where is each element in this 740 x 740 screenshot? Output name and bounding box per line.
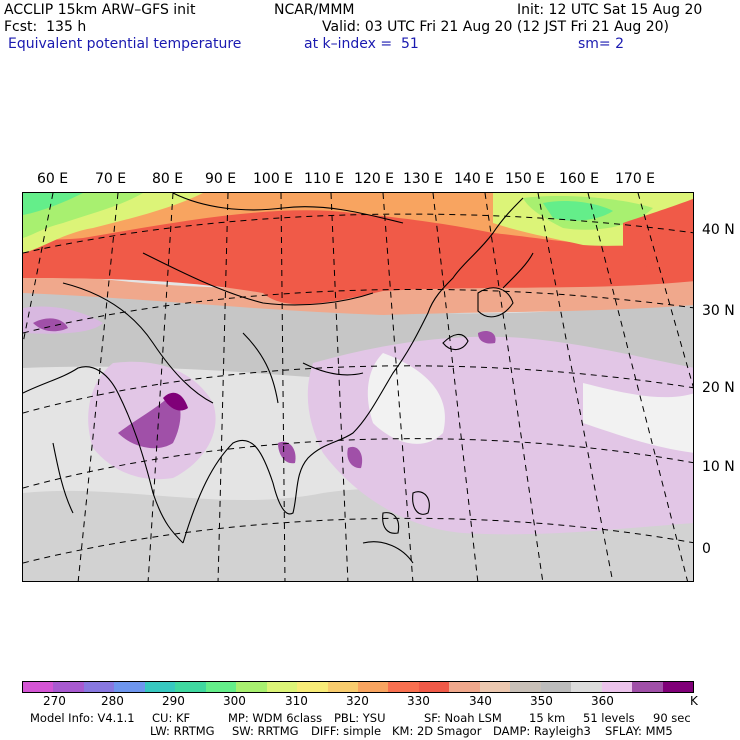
lon-label: 120 E	[354, 171, 395, 187]
colorbar-swatch	[449, 682, 480, 692]
footer-mp: MP: WDM 6class	[228, 711, 323, 725]
colorbar-swatch	[83, 682, 115, 692]
colorbar-swatch	[175, 682, 206, 692]
colorbar-swatch	[327, 682, 358, 692]
footer-levels: 51 levels	[583, 711, 635, 725]
colorbar-tick: 270	[43, 694, 66, 708]
valid-time: Valid: 03 UTC Fri 21 Aug 20 (12 JST Fri …	[322, 19, 670, 35]
colorbar-swatch	[662, 682, 693, 692]
lon-label: 170 E	[615, 171, 656, 187]
lon-label: 160 E	[559, 171, 600, 187]
colorbar-tick: 320	[346, 694, 369, 708]
map-panel	[22, 192, 694, 582]
colorbar-tick: 280	[101, 694, 124, 708]
footer-model-info: Model Info: V4.1.1	[30, 711, 135, 725]
footer-sflay: SFLAY: MM5	[605, 724, 673, 738]
colorbar-unit: K	[690, 694, 698, 708]
lon-label: 130 E	[403, 171, 444, 187]
lon-label: 80 E	[152, 171, 184, 187]
smoothing-label: sm= 2	[578, 36, 625, 52]
level-label: at k–index = 51	[304, 36, 419, 52]
lon-label: 150 E	[505, 171, 546, 187]
footer-km: KM: 2D Smagor	[392, 724, 482, 738]
init-time: Init: 12 UTC Sat 15 Aug 20	[517, 2, 703, 18]
colorbar-swatch	[297, 682, 328, 692]
colorbar-tick: 330	[407, 694, 430, 708]
footer-damp: DAMP: Rayleigh3	[493, 724, 591, 738]
colorbar-swatch	[23, 682, 54, 692]
footer-pbl: PBL: YSU	[334, 711, 386, 725]
colorbar-swatch	[388, 682, 419, 692]
colorbar-tick: 290	[162, 694, 185, 708]
lat-label: 0	[702, 541, 711, 557]
footer-diff: DIFF: simple	[311, 724, 382, 738]
lon-label: 70 E	[95, 171, 127, 187]
colorbar-swatch	[357, 682, 389, 692]
lon-label: 90 E	[205, 171, 237, 187]
footer-resolution: 15 km	[529, 711, 566, 725]
colorbar-swatch	[479, 682, 511, 692]
lon-label: 100 E	[253, 171, 294, 187]
colorbar-tick: 300	[223, 694, 246, 708]
model-title: ACCLIP 15km ARW–GFS init	[4, 2, 196, 18]
lat-label: 20 N	[702, 380, 735, 396]
colorbar-swatch	[205, 682, 237, 692]
footer-timestep: 90 sec	[653, 711, 691, 725]
footer-lw: LW: RRTMG	[150, 724, 215, 738]
colorbar-swatch	[236, 682, 267, 692]
lon-label: 140 E	[454, 171, 495, 187]
field-name: Equivalent potential temperature	[8, 36, 242, 52]
colorbar-swatch	[418, 682, 450, 692]
colorbar-swatch	[540, 682, 572, 692]
colorbar-tick: 310	[285, 694, 308, 708]
colorbar-swatch	[144, 682, 176, 692]
colorbar-swatch	[632, 682, 663, 692]
colorbar	[22, 681, 694, 693]
lon-label: 110 E	[304, 171, 345, 187]
colorbar-tick: 350	[530, 694, 553, 708]
colorbar-swatch	[601, 682, 633, 692]
colorbar-tick: 360	[591, 694, 614, 708]
colorbar-swatch	[571, 682, 602, 692]
footer-cu: CU: KF	[152, 711, 191, 725]
footer-sf: SF: Noah LSM	[424, 711, 502, 725]
center-label: NCAR/MMM	[274, 2, 355, 18]
forecast-hour: Fcst: 135 h	[4, 19, 87, 35]
colorbar-swatch	[510, 682, 541, 692]
footer-sw: SW: RRTMG	[232, 724, 299, 738]
lon-label: 60 E	[37, 171, 69, 187]
map-canvas	[23, 193, 693, 581]
colorbar-swatch	[53, 682, 84, 692]
lat-label: 30 N	[702, 303, 735, 319]
lat-label: 40 N	[702, 222, 735, 238]
colorbar-tick: 340	[469, 694, 492, 708]
colorbar-swatch	[266, 682, 298, 692]
colorbar-swatch	[114, 682, 145, 692]
lat-label: 10 N	[702, 459, 735, 475]
